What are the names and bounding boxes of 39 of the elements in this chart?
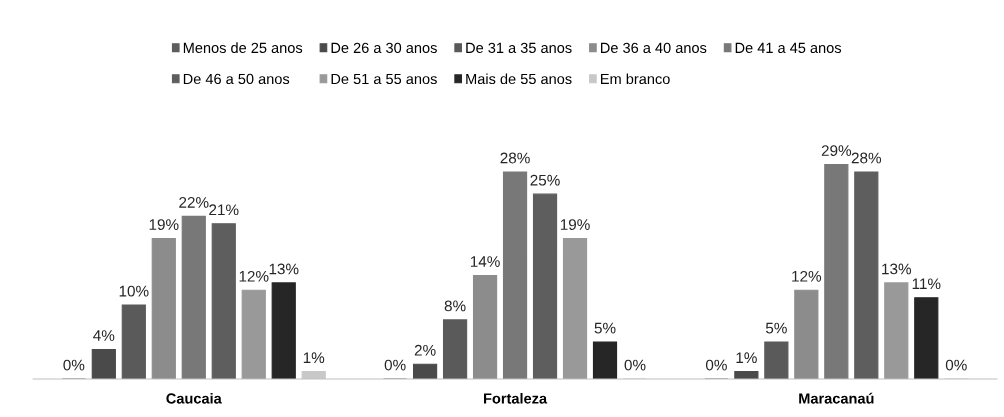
data-label: 10% <box>119 285 149 297</box>
data-label: 13% <box>269 263 299 275</box>
data-label: 1% <box>736 352 757 364</box>
data-label: 0% <box>624 359 646 371</box>
x-tick-label: Fortaleza <box>484 392 548 404</box>
legend-label: Em branco <box>601 73 670 85</box>
data-label: 2% <box>414 344 436 356</box>
data-label: 28% <box>500 152 530 164</box>
legend-label: De 51 a 55 anos <box>331 73 437 85</box>
x-tick-label: Maracanaú <box>799 392 874 404</box>
data-label: 12% <box>792 270 822 282</box>
data-label: 13% <box>882 263 912 275</box>
data-label: 11% <box>912 278 941 290</box>
legend-label: De 31 a 35 anos <box>466 42 572 54</box>
legend-label: De 41 a 45 anos <box>735 42 842 54</box>
data-label: 29% <box>821 145 852 157</box>
legend-label: Mais de 55 anos <box>466 73 572 85</box>
data-label: 21% <box>209 204 239 216</box>
data-label: 28% <box>851 152 882 164</box>
legend-label: De 26 a 30 anos <box>331 42 437 54</box>
legend-label: De 36 a 40 anos <box>601 42 707 54</box>
data-label: 8% <box>444 300 466 312</box>
legend-label: De 46 a 50 anos <box>183 73 290 85</box>
data-label: 4% <box>93 330 115 341</box>
data-label: 12% <box>239 270 269 282</box>
x-tick-label: Caucaia <box>166 392 222 404</box>
data-label: 0% <box>63 359 85 371</box>
data-label: 5% <box>594 322 616 334</box>
data-label: 0% <box>384 359 406 371</box>
legend-label: Menos de 25 anos <box>183 42 303 54</box>
data-label: 25% <box>530 174 560 186</box>
data-label: 0% <box>945 359 967 371</box>
data-label: 22% <box>179 196 209 208</box>
data-label: 19% <box>149 219 179 230</box>
data-label: 1% <box>303 352 325 364</box>
data-label: 5% <box>765 322 787 334</box>
data-label: 19% <box>560 219 590 230</box>
data-label: 0% <box>705 359 727 371</box>
data-label: 14% <box>470 256 500 267</box>
